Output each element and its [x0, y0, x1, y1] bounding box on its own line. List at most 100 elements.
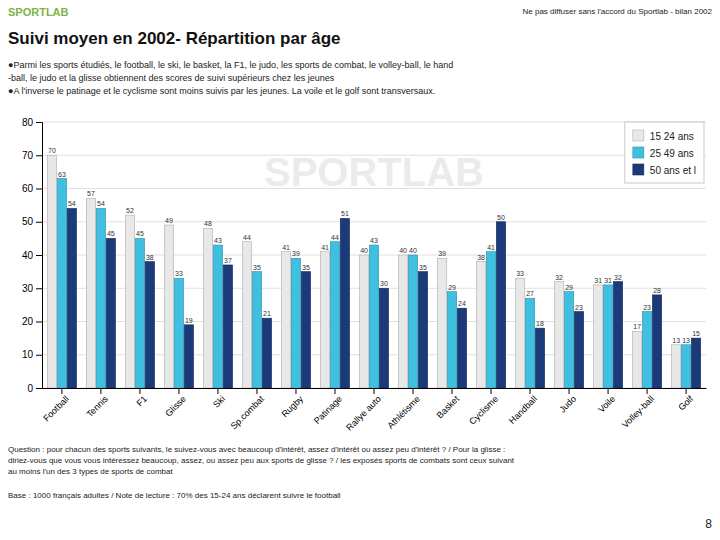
bar: [164, 225, 173, 388]
x-tick: Rugby: [280, 388, 306, 419]
y-tick-label: 70: [22, 150, 34, 161]
bar: [515, 278, 524, 388]
footer-note-line: au moins l'un des 3 types de sports de c…: [8, 467, 174, 476]
data-label: 15: [692, 330, 700, 337]
y-tick: 0: [27, 383, 42, 394]
bar: [496, 222, 505, 388]
grid-line: [42, 122, 706, 123]
bar: [652, 295, 661, 388]
data-label: 40: [409, 247, 417, 254]
x-tick: F1: [134, 388, 149, 408]
y-tick-label: 30: [22, 283, 34, 294]
plot-area: SPORTLAB70575249484441414040393833323117…: [22, 117, 707, 433]
bar: [603, 285, 612, 388]
y-tick-mark: [36, 189, 42, 190]
data-label: 54: [97, 200, 105, 207]
data-label: 18: [536, 320, 544, 327]
footer-base-line: Base : 1000 français adultes / Note de l…: [8, 491, 341, 500]
bar: [242, 242, 251, 388]
data-label: 41: [487, 244, 495, 251]
x-tick: Glisse: [163, 388, 188, 419]
x-tick: Handball: [507, 388, 539, 426]
bar: [291, 258, 300, 388]
legend-item: 15 24 ans: [633, 130, 694, 142]
data-label: 24: [458, 300, 466, 307]
bar: [418, 272, 427, 388]
bar-series: [57, 179, 691, 388]
data-label: 30: [380, 280, 388, 287]
bar: [535, 328, 544, 388]
data-label: 52: [126, 207, 134, 214]
y-tick-mark: [36, 155, 42, 156]
y-tick-label: 10: [22, 349, 34, 360]
bar: [281, 252, 290, 388]
watermark: SPORTLAB: [264, 150, 484, 194]
bar: [457, 308, 466, 388]
bar: [613, 282, 622, 388]
x-tick-label: Ski: [211, 394, 227, 410]
x-tick-mark: [491, 388, 492, 394]
x-tick-mark: [256, 388, 257, 394]
bar: [398, 255, 407, 388]
x-tick-mark: [530, 388, 531, 394]
x-tick-label: Judo: [557, 394, 578, 415]
header-label-line: SPORTLAB: [8, 6, 69, 18]
footer-base: Base : 1000 français adultes / Note de l…: [8, 491, 341, 500]
bar: [486, 252, 495, 388]
x-tick: Golf: [676, 388, 695, 413]
data-label: 43: [214, 237, 222, 244]
data-label: 33: [175, 270, 183, 277]
data-label: 45: [136, 230, 144, 237]
legend-label: 15 24 ans: [650, 131, 694, 142]
data-label: 41: [282, 244, 290, 251]
data-label: 17: [633, 323, 641, 330]
bar: [593, 285, 602, 388]
bar: [330, 242, 339, 388]
x-tick-label: Rugby: [280, 393, 306, 419]
x-tick: Voile: [596, 388, 617, 415]
header-note-line: Ne pas diffuser sans l'accord du Sportla…: [523, 7, 713, 16]
bar: [564, 292, 573, 388]
x-tick-mark: [686, 388, 687, 394]
y-tick: 50: [22, 216, 42, 227]
x-tick-mark: [452, 388, 453, 394]
legend-swatch: [633, 164, 644, 175]
x-tick-label: Rallye auto: [344, 394, 383, 433]
data-label: 49: [165, 217, 173, 224]
bar-series: [47, 155, 681, 388]
bar: [320, 252, 329, 388]
y-tick-mark: [36, 122, 42, 123]
chart-subtitle-line: -ball, le judo et la glisse obtiennent d…: [8, 73, 335, 83]
data-label: 44: [331, 234, 339, 241]
y-axis: 01020304050607080: [22, 117, 43, 394]
y-tick: 70: [22, 150, 42, 161]
data-label: 13: [672, 337, 680, 344]
data-label: 51: [341, 210, 349, 217]
data-label: 39: [292, 250, 300, 257]
x-tick-label: Sp.combat: [229, 393, 267, 431]
chart-title-line: Suivi moyen en 2002- Répartition par âge: [8, 29, 341, 48]
x-tick-label: Patinage: [312, 394, 344, 426]
x-tick: Tennis: [84, 388, 110, 419]
chart-subtitle: ●Parmi les sports étudiés, le football, …: [8, 60, 453, 96]
y-tick: 30: [22, 283, 42, 294]
x-tick: Sp.combat: [229, 388, 267, 431]
x-tick-mark: [178, 388, 179, 394]
x-tick-mark: [374, 388, 375, 394]
y-tick-label: 60: [22, 183, 34, 194]
data-label: 23: [575, 304, 583, 311]
data-label: 37: [224, 257, 232, 264]
data-label: 23: [643, 304, 651, 311]
x-tick-label: Tennis: [84, 393, 110, 419]
data-label: 48: [204, 220, 212, 227]
legend-swatch: [633, 147, 644, 158]
x-tick-mark: [647, 388, 648, 394]
x-tick: Ski: [211, 388, 227, 410]
y-tick: 80: [22, 117, 42, 128]
page-number: 8: [705, 517, 712, 531]
y-tick-label: 0: [27, 383, 33, 394]
bar-series: [67, 208, 701, 388]
data-label: 35: [419, 264, 427, 271]
bar: [642, 312, 651, 388]
legend-label: 25 49 ans: [650, 148, 694, 159]
